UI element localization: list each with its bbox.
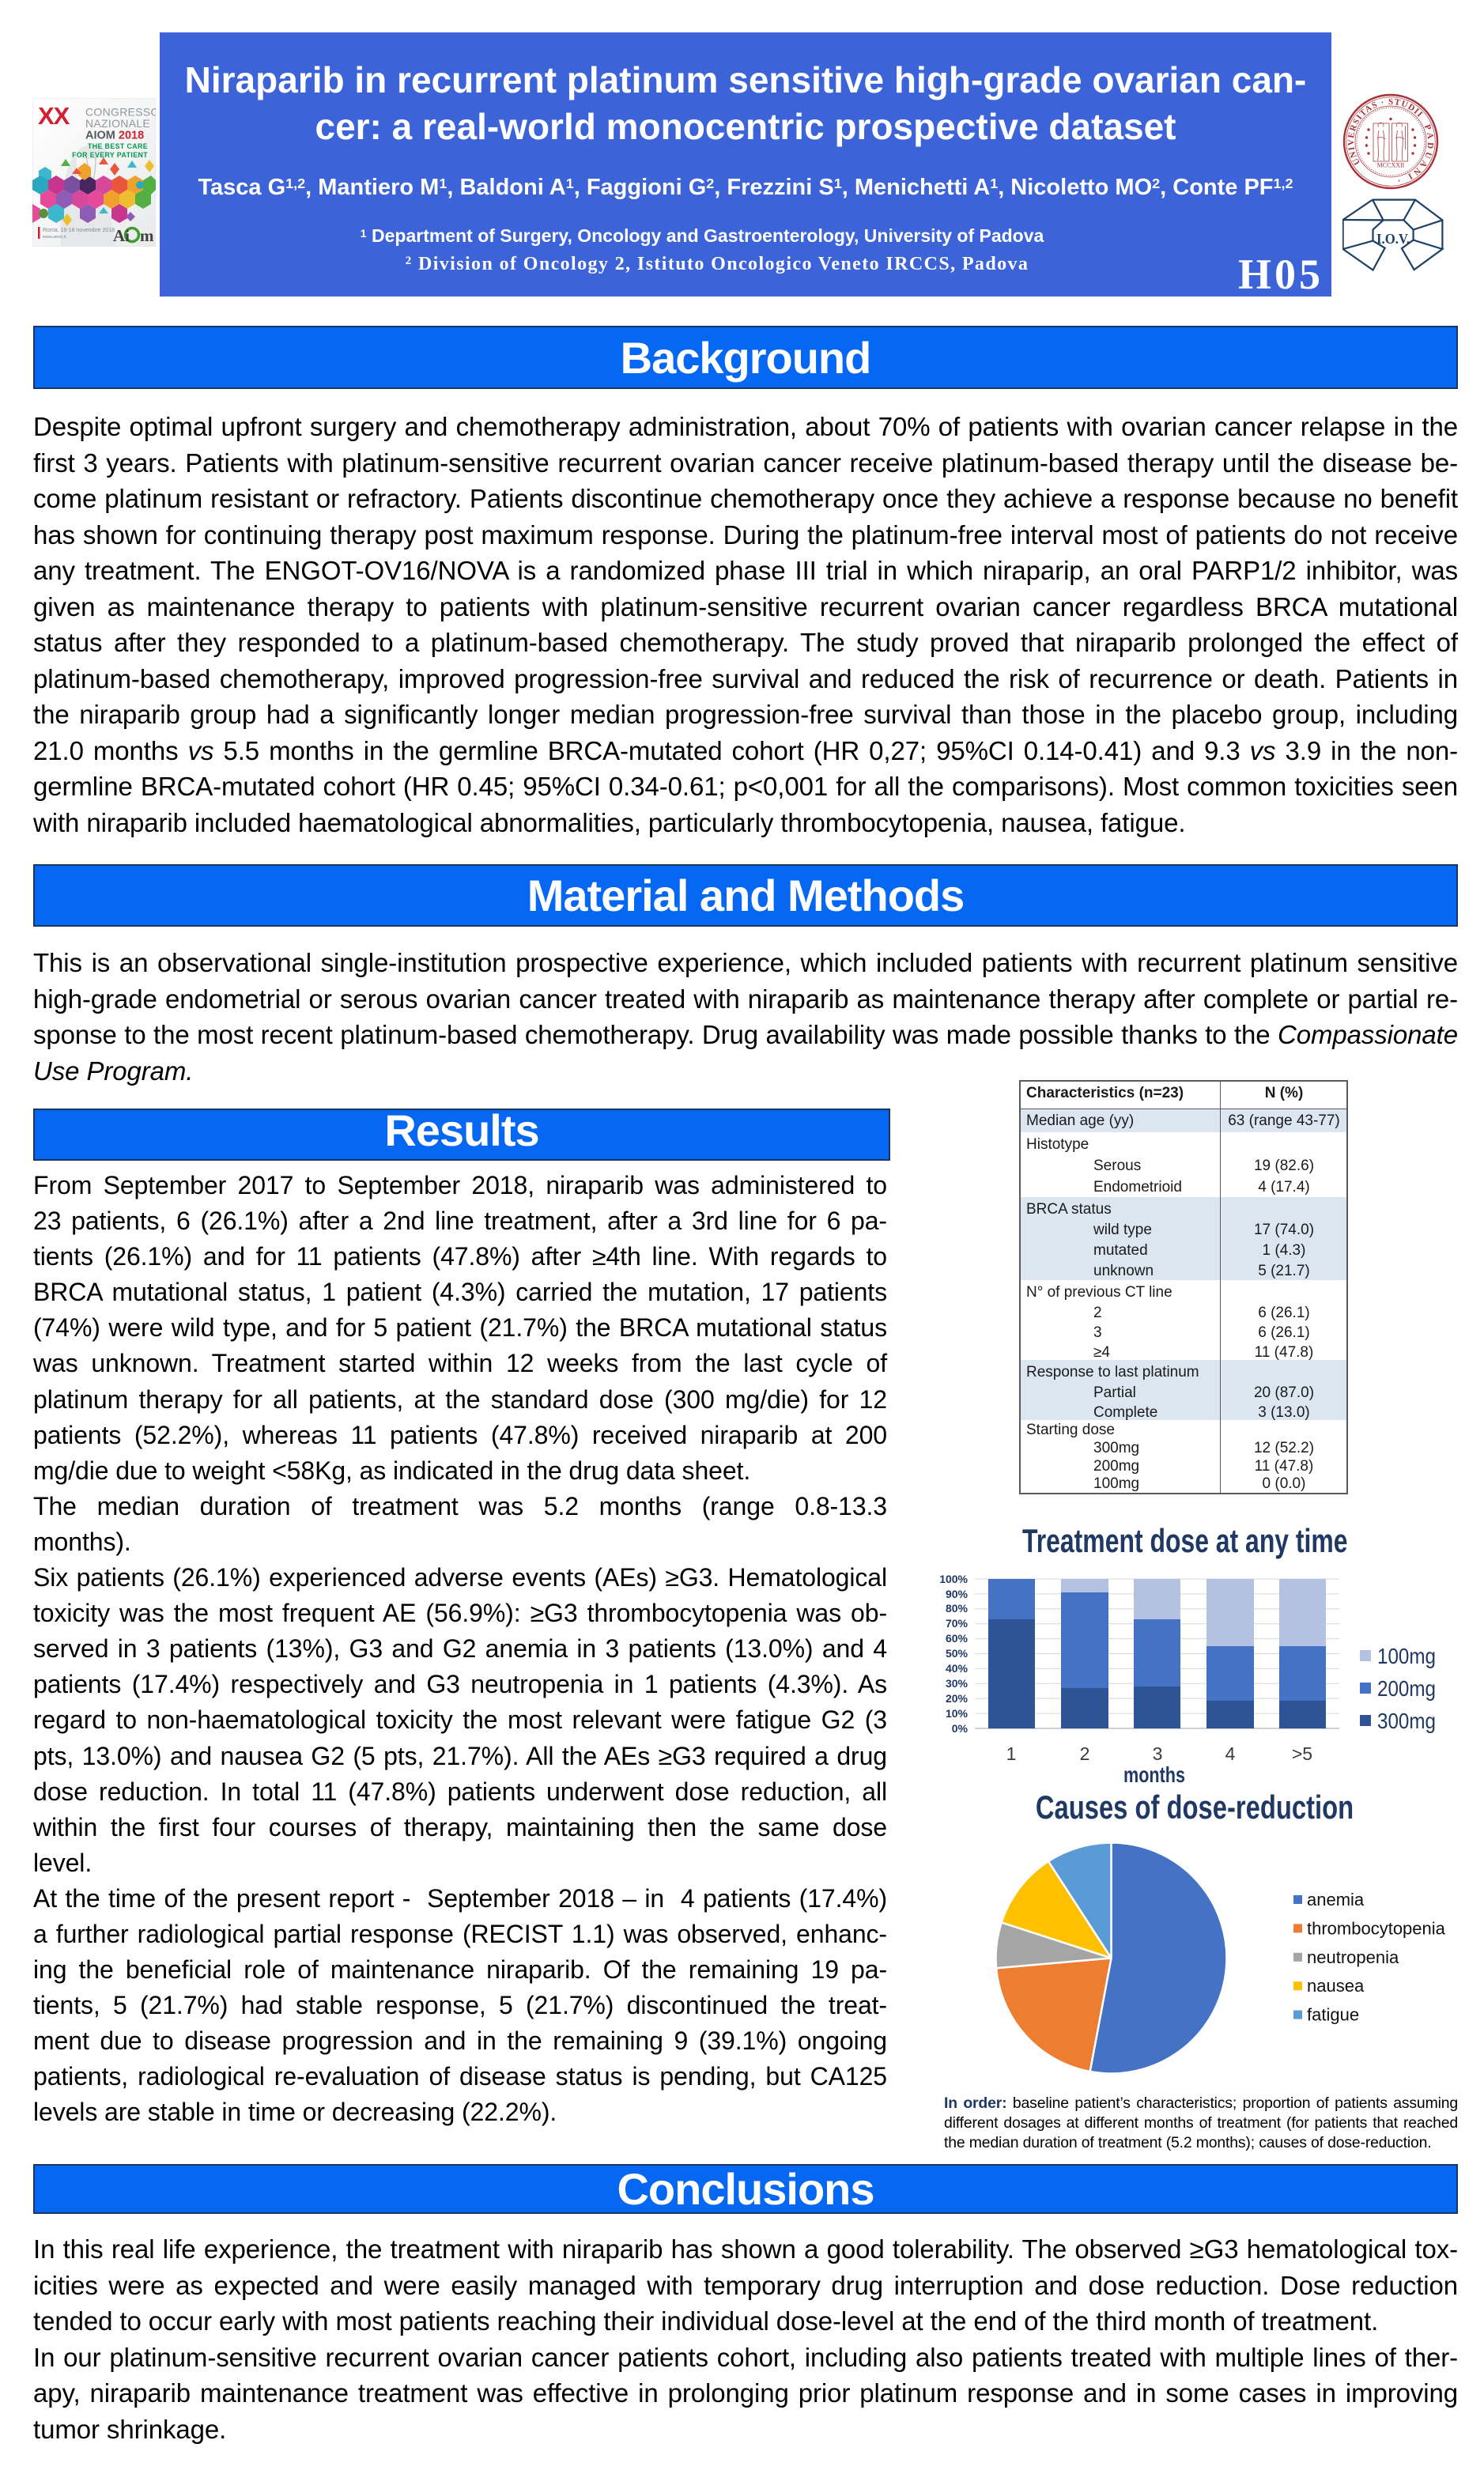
svg-text:fatigue: fatigue [1307,2005,1359,2025]
svg-text:1: 1 [1006,1743,1017,1764]
svg-text:50%: 50% [946,1647,969,1660]
svg-text:300mg: 300mg [1377,1709,1436,1733]
svg-text:80%: 80% [946,1602,969,1615]
svg-text:THE BEST CARE: THE BEST CARE [88,142,148,150]
svg-text:MCCXXII: MCCXXII [1377,162,1405,169]
svg-text:neutropenia: neutropenia [1307,1947,1399,1967]
svg-text:90%: 90% [946,1588,969,1600]
svg-text:3: 3 [1153,1743,1163,1764]
svg-text:60%: 60% [946,1632,969,1645]
svg-text:Roma, 16-18 novembre 2018: Roma, 16-18 novembre 2018 [43,228,115,233]
svg-text:FOR EVERY PATIENT: FOR EVERY PATIENT [72,151,148,159]
svg-text:30%: 30% [946,1677,969,1690]
svg-text:70%: 70% [946,1617,969,1630]
svg-text:www.aiom.it: www.aiom.it [42,235,66,240]
svg-text:months: months [1123,1762,1185,1787]
svg-text:4: 4 [1225,1743,1236,1764]
svg-text:thrombocytopenia: thrombocytopenia [1307,1918,1446,1938]
svg-text:I.O.V.: I.O.V. [1376,231,1410,247]
svg-text:nausea: nausea [1307,1976,1365,1996]
svg-text:100%: 100% [939,1573,968,1585]
svg-text:AIOM 2018: AIOM 2018 [85,130,144,142]
svg-text:200mg: 200mg [1377,1676,1436,1701]
svg-text:>5: >5 [1292,1743,1312,1764]
svg-text:20%: 20% [946,1692,969,1705]
svg-text:XX: XX [38,102,70,130]
svg-text:Ai: Ai [113,226,130,245]
svg-text:2: 2 [1080,1743,1090,1764]
svg-text:m: m [140,226,154,245]
svg-text:0%: 0% [952,1722,969,1735]
svg-text:CONGRESSO: CONGRESSO [85,106,156,119]
svg-text:100mg: 100mg [1377,1644,1436,1668]
svg-text:NAZIONALE: NAZIONALE [85,117,150,130]
svg-text:40%: 40% [946,1662,969,1675]
svg-text:10%: 10% [946,1707,969,1720]
svg-text:anemia: anemia [1307,1890,1365,1909]
